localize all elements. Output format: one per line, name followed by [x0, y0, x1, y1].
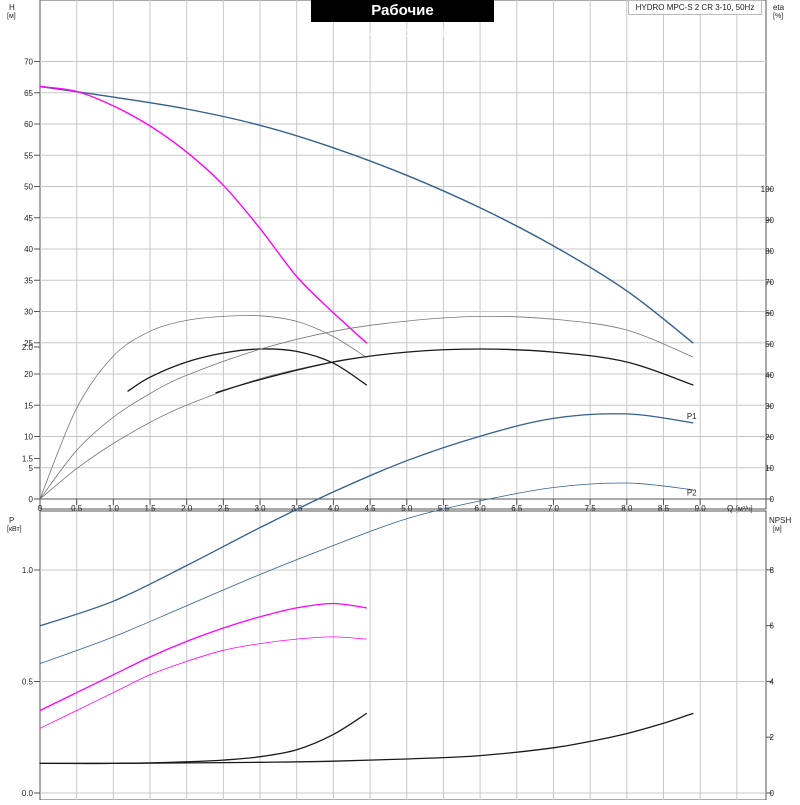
- y-right-axis-label: eta: [773, 3, 785, 12]
- y-left-tick-label: 50: [24, 183, 33, 192]
- y-right-tick-label: 6: [770, 622, 775, 631]
- y-left-axis-unit: [м]: [7, 13, 16, 20]
- bottom-curve-3: [39, 636, 367, 729]
- x-tick-label: 9,0: [695, 504, 707, 513]
- x-tick-label: 2,5: [218, 504, 230, 513]
- x-tick-label: 1,5: [144, 504, 156, 513]
- y-right-tick-label: 80: [765, 247, 774, 256]
- x-tick-label: 0,5: [71, 504, 83, 513]
- x-tick-label: 4,0: [328, 504, 340, 513]
- x-axis-unit: [м³/ч]: [736, 506, 753, 513]
- x-tick-label: 7,0: [548, 504, 560, 513]
- y-right-tick-label: 70: [765, 278, 774, 287]
- y-left-tick-label: 40: [24, 245, 33, 254]
- top-curve-2: [39, 315, 367, 500]
- x-tick-label: 6,0: [475, 504, 487, 513]
- y-right-tick-label: 2: [770, 733, 775, 742]
- y-right-tick-label: 0: [770, 495, 775, 504]
- y-right-tick-label: 30: [765, 402, 774, 411]
- y-right-tick-label: 100: [761, 185, 775, 194]
- y-left-axis-label: P: [9, 516, 14, 525]
- y-right-tick-label: 0: [770, 789, 775, 798]
- y-right-tick-label: 20: [765, 433, 774, 442]
- y-right-tick-label: 40: [765, 371, 774, 380]
- bottom-curve-p1: [39, 413, 694, 627]
- y-left-tick-label: 25: [24, 339, 33, 348]
- y-left-tick-label: 1.5: [22, 455, 34, 464]
- x-axis-label: Q: [727, 504, 733, 513]
- chart-title: Рабочие характеристики: [311, 0, 494, 41]
- x-tick-label: 5,0: [401, 504, 413, 513]
- bottom-curve-p2: [39, 482, 694, 665]
- bottom-chart: 0.0 0.5 1.0 1.5 2.0 0 2 4 6 8 P[кВт] NPSH[м] P1 P2: [7, 343, 791, 801]
- x-tick-label: 8,0: [621, 504, 633, 513]
- y-right-tick-label: 90: [765, 216, 774, 225]
- y-left-tick-label: 60: [24, 120, 33, 129]
- bottom-plot-frame: [39, 510, 767, 801]
- x-tick-label: 0: [38, 504, 43, 513]
- y-right-axis-unit: [м]: [773, 526, 782, 533]
- y-right-tick-label: 60: [765, 309, 774, 318]
- bottom-curve-2: [39, 602, 368, 712]
- x-tick-label: 4,5: [365, 504, 377, 513]
- y-left-tick-label: 2.0: [22, 343, 34, 352]
- x-tick-label: 3,0: [254, 504, 266, 513]
- top-curve-5: [39, 356, 367, 500]
- x-tick-label: 5,5: [438, 504, 450, 513]
- y-left-tick-label: 15: [24, 401, 33, 410]
- top-curve-3: [127, 348, 368, 392]
- y-left-tick-label: 0.5: [22, 678, 34, 687]
- y-left-axis-unit: [кВт]: [7, 526, 22, 533]
- y-right-tick-label: 50: [765, 340, 774, 349]
- x-tick-label: 2,0: [181, 504, 193, 513]
- y-left-axis-label: H: [9, 3, 15, 12]
- y-left-tick-label: 0.0: [22, 789, 34, 798]
- y-left-tick-label: 35: [24, 276, 33, 285]
- bottom-curve-4: [39, 712, 368, 765]
- bottom-curve-5: [39, 712, 694, 765]
- x-tick-label: 8,5: [658, 504, 670, 513]
- pump-model-label: HYDRO MPC-S 2 CR 3-10, 50Hz: [628, 0, 762, 15]
- top-curve-6: [215, 348, 694, 394]
- x-tick-label: 1,0: [108, 504, 120, 513]
- y-left-tick-label: 45: [24, 214, 33, 223]
- y-left-tick-label: 1.0: [22, 566, 34, 575]
- y-left-tick-label: 65: [24, 89, 33, 98]
- y-left-tick-label: 10: [24, 433, 33, 442]
- y-left-tick-label: 5: [29, 464, 34, 473]
- top-curve-1: [39, 85, 368, 344]
- series-label-p2: P2: [687, 489, 697, 498]
- top-plot-frame: [39, 0, 767, 510]
- y-left-tick-label: 0: [29, 495, 34, 504]
- y-right-axis-unit: [%]: [773, 13, 783, 20]
- y-left-tick-label: 20: [24, 370, 33, 379]
- x-tick-label: 6,5: [511, 504, 523, 513]
- y-right-tick-label: 8: [770, 566, 775, 575]
- top-curve-0: [39, 85, 694, 344]
- y-left-tick-label: 30: [24, 308, 33, 317]
- y-right-axis-label: NPSH: [769, 516, 791, 525]
- y-right-tick-label: 10: [765, 464, 774, 473]
- top-chart: 0 5 10 15 20 25 30 35 40 45 50 55 60 65 70 0 10 20 30 40 50 6…: [7, 0, 785, 513]
- top-curve-4: [39, 315, 694, 500]
- x-tick-label: 3,5: [291, 504, 303, 513]
- y-left-tick-label: 70: [24, 58, 33, 67]
- y-right-tick-label: 4: [770, 677, 775, 686]
- series-label-p1: P1: [687, 412, 697, 421]
- y-left-tick-label: 55: [24, 151, 33, 160]
- x-tick-label: 7,5: [585, 504, 597, 513]
